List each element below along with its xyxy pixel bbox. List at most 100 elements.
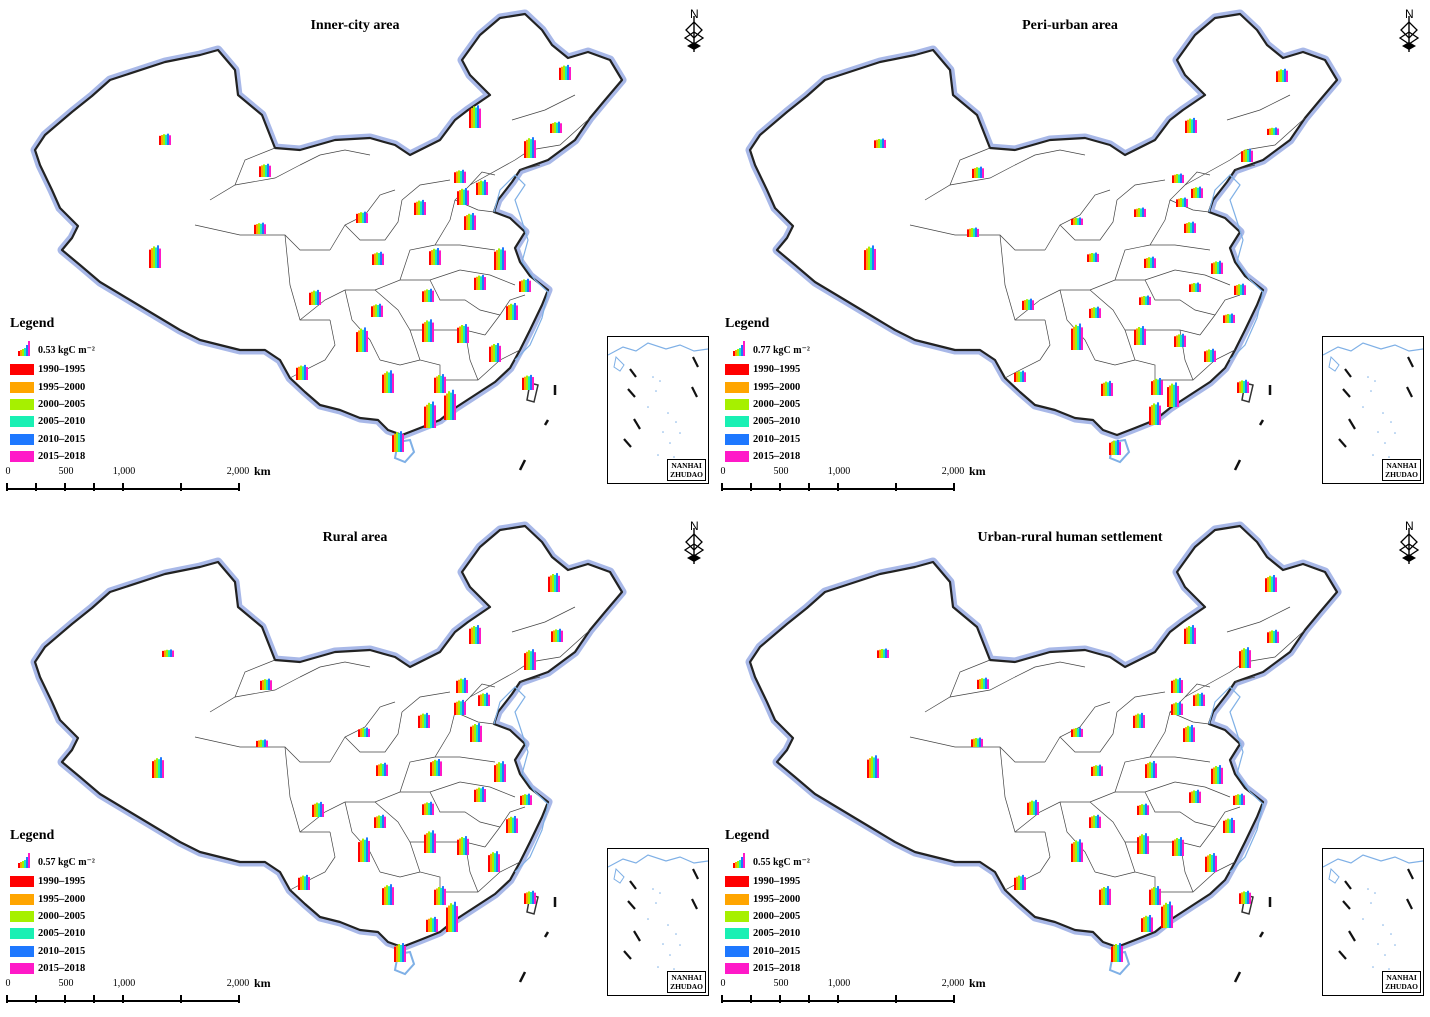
- period-bar: [1018, 875, 1020, 890]
- period-bar: [1182, 333, 1184, 347]
- period-bar: [1239, 893, 1241, 904]
- period-bar: [1139, 805, 1141, 815]
- period-bar: [296, 367, 298, 380]
- province-boundary: [999, 746, 1045, 833]
- period-bar: [1149, 914, 1151, 932]
- period-bar: [168, 650, 170, 657]
- period-bar: [484, 694, 486, 706]
- period-bar: [386, 885, 388, 905]
- period-bar: [1176, 838, 1178, 856]
- period-bar: [434, 405, 436, 428]
- period-bar: [1115, 944, 1117, 962]
- period-bar: [362, 838, 364, 862]
- period-bar: [1105, 381, 1107, 396]
- period-bar: [1191, 119, 1193, 133]
- period-bar: [1095, 765, 1097, 776]
- period-bar: [1147, 805, 1149, 815]
- period-bar: [1091, 253, 1093, 262]
- legend-scale-symbol: 0.53 kgC m⁻²: [10, 338, 170, 356]
- panel-title: Urban-rural human settlement: [977, 530, 1163, 545]
- period-bar: [1197, 789, 1199, 803]
- province-boundary: [519, 164, 541, 171]
- period-bar: [496, 250, 498, 270]
- map-panel-3: Rural area N Legend 0.57 kgC m⁻² 1990–19…: [0, 512, 715, 1017]
- period-bar: [975, 738, 977, 747]
- period-bar: [1201, 692, 1203, 706]
- svg-text:N: N: [690, 519, 699, 533]
- period-bar: [254, 224, 256, 234]
- province-boundary: [409, 329, 441, 380]
- period-bar: [375, 304, 377, 317]
- period-bar: [452, 904, 454, 932]
- period-bar: [569, 67, 571, 80]
- period-bar: [364, 839, 366, 862]
- period-bar: [166, 649, 168, 657]
- period-bar: [510, 303, 512, 320]
- legend-item: 2015–2018: [725, 960, 885, 977]
- period-bar: [432, 803, 434, 815]
- period-bar: [522, 377, 524, 390]
- period-bar: [428, 715, 430, 728]
- period-bar: [1024, 877, 1026, 890]
- scale-bar: 0 500 1,000 2,000 km: [721, 976, 1011, 1008]
- period-bar: [482, 786, 484, 802]
- period-bar: [472, 725, 474, 742]
- period-bar: [1269, 575, 1271, 592]
- period-bar: [366, 213, 368, 223]
- period-bar: [358, 213, 360, 223]
- period-bar: [1151, 405, 1153, 425]
- period-bar: [1142, 207, 1144, 217]
- panel-title: Inner-city area: [310, 18, 400, 33]
- period-bar: [436, 376, 438, 393]
- bar-group: [1087, 252, 1099, 262]
- period-bar: [1149, 889, 1151, 905]
- period-bar: [444, 376, 446, 393]
- period-bar: [474, 215, 476, 230]
- period-bar: [438, 375, 440, 393]
- period-bar: [482, 274, 484, 290]
- period-bar: [459, 838, 461, 855]
- period-bar: [498, 854, 500, 872]
- period-bar: [1099, 308, 1101, 318]
- period-bar: [1140, 208, 1142, 217]
- period-bar: [1195, 791, 1197, 803]
- period-bar: [1280, 69, 1282, 82]
- period-bar: [461, 325, 463, 343]
- period-bar: [1134, 329, 1136, 345]
- period-bar: [422, 199, 424, 215]
- period-bar: [1145, 803, 1147, 815]
- period-bar: [164, 650, 166, 657]
- period-bar: [867, 759, 869, 778]
- period-bar: [1016, 876, 1018, 890]
- province-boundary: [299, 661, 371, 678]
- province-boundary: [1155, 349, 1236, 381]
- bar-group: [454, 169, 466, 183]
- period-bar: [426, 320, 428, 342]
- bar-group: [376, 762, 388, 776]
- province-boundary: [924, 164, 1016, 201]
- bar-group: [1176, 197, 1188, 207]
- bar-group: [1267, 127, 1279, 135]
- bar-symbol-icon: [733, 852, 745, 868]
- period-bar: [418, 200, 420, 215]
- bar-group: [434, 886, 446, 905]
- period-bar: [548, 576, 550, 592]
- period-bar: [1245, 379, 1247, 393]
- maritime-boundary: [518, 971, 527, 983]
- period-bar: [396, 432, 398, 452]
- period-bar: [398, 944, 400, 962]
- period-bar: [386, 764, 388, 776]
- province-boundary: [401, 691, 451, 713]
- period-bar: [484, 277, 486, 290]
- province-boundary: [514, 117, 591, 161]
- period-bar: [464, 216, 466, 230]
- bar-group: [1233, 793, 1245, 805]
- province-boundary: [234, 659, 276, 698]
- period-bar: [162, 650, 164, 657]
- period-bar: [563, 65, 565, 80]
- legend-scale-symbol: 0.77 kgC m⁻²: [725, 338, 885, 356]
- period-bar: [868, 246, 870, 270]
- bar-group: [1174, 333, 1186, 347]
- period-bar: [524, 376, 526, 390]
- period-bar: [414, 202, 416, 215]
